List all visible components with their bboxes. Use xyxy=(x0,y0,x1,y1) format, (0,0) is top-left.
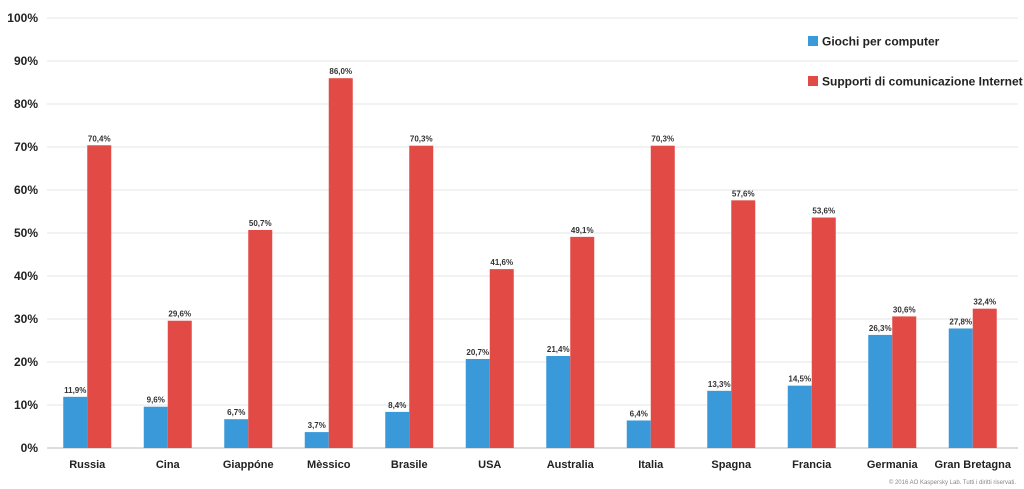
y-tick-label: 30% xyxy=(14,312,38,326)
bar-supporti xyxy=(489,269,514,448)
category-label: Gran Bretagna xyxy=(935,459,1012,471)
bar-giochi xyxy=(304,432,329,448)
data-label: 32,4% xyxy=(973,298,996,307)
data-label: 53,6% xyxy=(812,207,835,216)
bar-supporti xyxy=(248,229,273,448)
category-label: USA xyxy=(478,459,501,471)
data-label: 8,4% xyxy=(388,401,406,410)
data-labels: 11,9% 70,4% 9,6% 29,6% 6,7% 50,7% 3,7% 86,0% 8,4… xyxy=(64,67,996,430)
y-tick-label: 90% xyxy=(14,54,38,68)
bars xyxy=(63,78,997,448)
bar-giochi xyxy=(948,328,973,448)
copyright-footer: © 2016 AO Kaspersky Lab. Tutti i diritti… xyxy=(889,479,1016,486)
bar-supporti xyxy=(811,217,836,448)
bar-giochi xyxy=(707,390,732,448)
legend: Giochi per computer Supporti di comunicaz… xyxy=(808,35,1023,89)
data-label: 57,6% xyxy=(732,189,755,198)
data-label: 3,7% xyxy=(308,421,326,430)
category-label: Mèssico xyxy=(307,459,351,471)
data-label: 30,6% xyxy=(893,305,916,314)
data-label: 70,4% xyxy=(88,134,111,143)
data-label: 70,3% xyxy=(410,135,433,144)
bar-giochi xyxy=(224,419,249,448)
bar-supporti xyxy=(731,200,756,448)
category-label: Francia xyxy=(792,459,832,471)
bar-giochi xyxy=(546,355,571,448)
bar-giochi xyxy=(385,411,410,448)
data-label: 27,8% xyxy=(949,317,972,326)
bar-giochi xyxy=(63,396,88,448)
data-label: 14,5% xyxy=(788,375,811,384)
category-label: Italia xyxy=(638,459,664,471)
bar-supporti xyxy=(892,316,917,448)
category-label: Spagna xyxy=(711,459,752,471)
legend-label: Giochi per computer xyxy=(822,35,940,49)
bar-supporti xyxy=(409,145,434,448)
data-label: 6,7% xyxy=(227,408,245,417)
category-label: Brasile xyxy=(391,459,428,471)
data-label: 50,7% xyxy=(249,219,272,228)
bar-supporti xyxy=(650,145,675,448)
bar-giochi xyxy=(465,358,490,448)
y-tick-label: 20% xyxy=(14,355,38,369)
y-axis-tick-labels: 0% 10% 20% 30% 40% 50% 60% 70% 80% 90% 100% xyxy=(7,11,38,455)
data-label: 26,3% xyxy=(869,324,892,333)
y-tick-label: 100% xyxy=(7,11,38,25)
grid-lines xyxy=(47,17,1018,449)
category-label: Giappóne xyxy=(223,459,274,471)
data-label: 20,7% xyxy=(466,348,489,357)
bar-giochi xyxy=(626,420,651,448)
legend-label: Supporti di comunicazione Internet xyxy=(822,75,1023,89)
bar-giochi xyxy=(143,406,168,448)
bar-giochi xyxy=(868,334,893,448)
data-label: 21,4% xyxy=(547,345,570,354)
y-tick-label: 0% xyxy=(21,441,39,455)
data-label: 13,3% xyxy=(708,380,731,389)
bar-supporti xyxy=(570,236,595,448)
bar-supporti xyxy=(167,320,192,448)
data-label: 41,6% xyxy=(490,258,513,267)
data-label: 9,6% xyxy=(147,396,165,405)
y-tick-label: 70% xyxy=(14,140,38,154)
data-label: 86,0% xyxy=(329,67,352,76)
category-label: Russia xyxy=(69,459,106,471)
bar-giochi xyxy=(787,385,812,448)
category-label: Cina xyxy=(156,459,181,471)
y-tick-label: 80% xyxy=(14,97,38,111)
bar-supporti xyxy=(972,308,997,448)
y-tick-label: 60% xyxy=(14,183,38,197)
bar-supporti xyxy=(328,78,353,448)
bar-supporti xyxy=(87,145,112,448)
y-tick-label: 10% xyxy=(14,398,38,412)
category-label: Australia xyxy=(547,459,595,471)
data-label: 6,4% xyxy=(630,409,648,418)
legend-swatch xyxy=(808,76,818,86)
legend-swatch xyxy=(808,36,818,46)
data-label: 11,9% xyxy=(64,386,86,395)
category-label: Germania xyxy=(867,459,919,471)
y-tick-label: 50% xyxy=(14,226,38,240)
data-label: 29,6% xyxy=(168,310,191,319)
data-label: 70,3% xyxy=(651,135,674,144)
y-tick-label: 40% xyxy=(14,269,38,283)
data-label: 49,1% xyxy=(571,226,594,235)
x-axis-category-labels: Russia Cina Giappóne Mèssico Brasile USA Austr… xyxy=(69,459,1012,471)
